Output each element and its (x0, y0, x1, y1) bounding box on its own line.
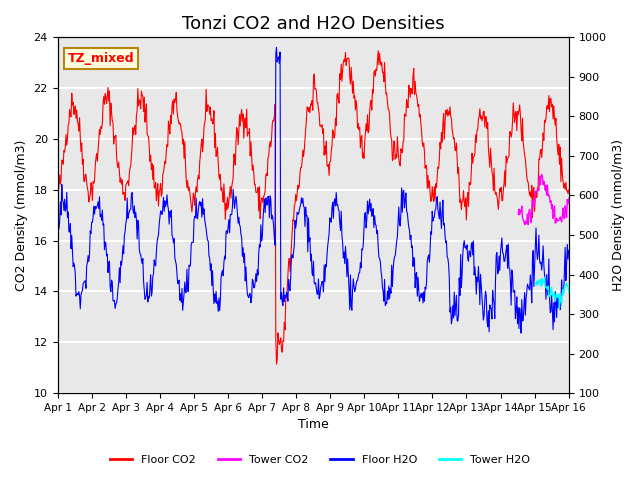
Y-axis label: CO2 Density (mmol/m3): CO2 Density (mmol/m3) (15, 140, 28, 291)
X-axis label: Time: Time (298, 419, 328, 432)
Legend: Floor CO2, Tower CO2, Floor H2O, Tower H2O: Floor CO2, Tower CO2, Floor H2O, Tower H… (105, 451, 535, 469)
Title: Tonzi CO2 and H2O Densities: Tonzi CO2 and H2O Densities (182, 15, 444, 33)
Text: TZ_mixed: TZ_mixed (68, 52, 134, 65)
Y-axis label: H2O Density (mmol/m3): H2O Density (mmol/m3) (612, 139, 625, 291)
